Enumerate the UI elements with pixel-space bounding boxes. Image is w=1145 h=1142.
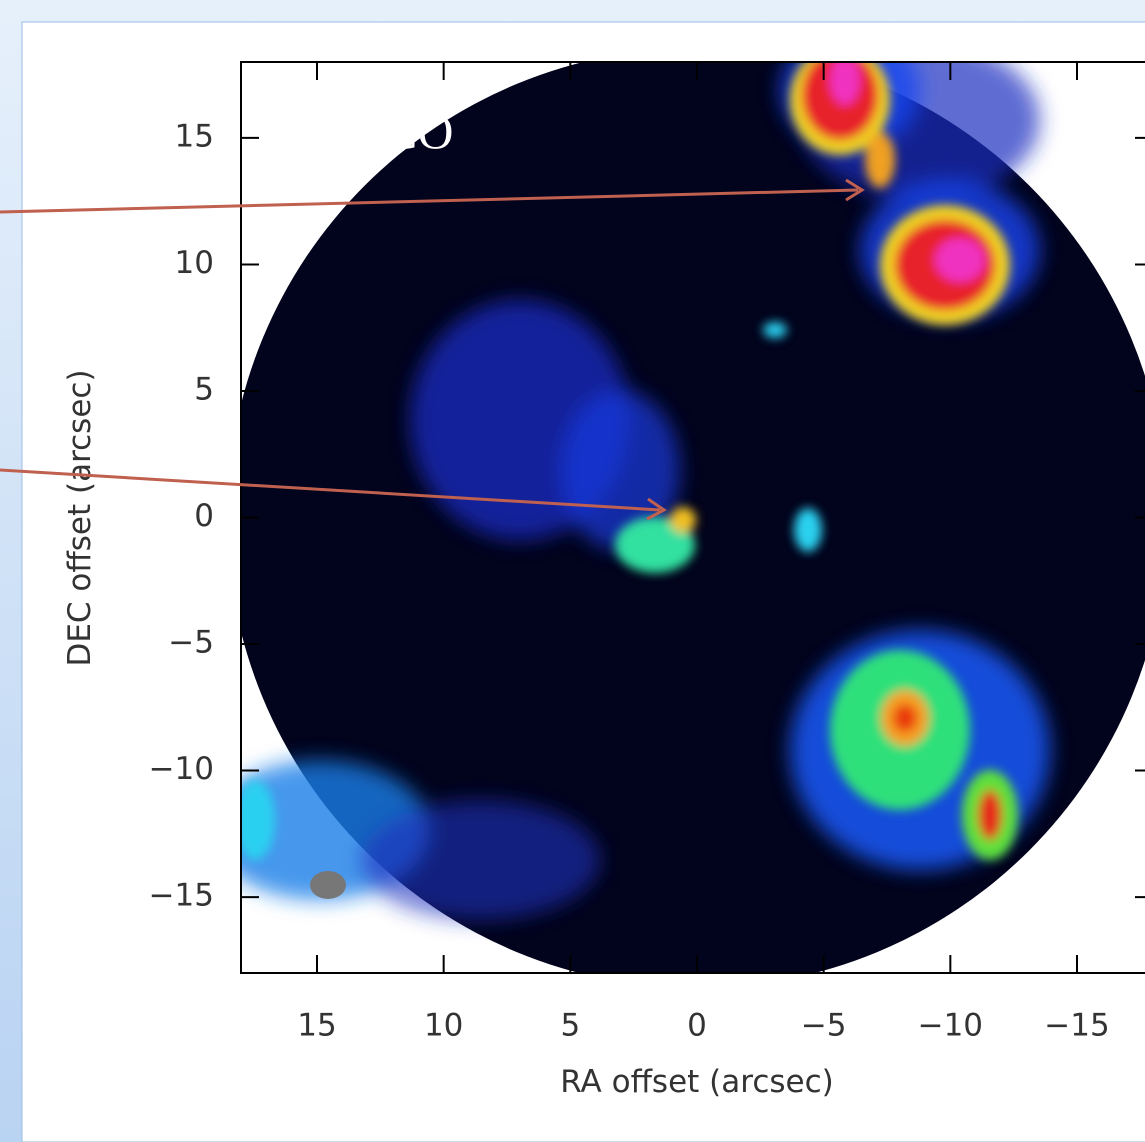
y-tick-label: 0 [194,498,214,534]
x-tick-label: −15 [1044,1008,1109,1044]
y-tick-label: 15 [175,118,214,154]
page: 12CO RA offset (arcsec) DEC offset (arcs… [0,0,1145,1142]
y-axis-label: DEC offset (arcsec) [62,369,98,666]
x-tick-label: 5 [560,1008,580,1044]
beam [310,871,346,899]
x-tick-label: 15 [297,1008,336,1044]
y-tick-label: 5 [194,371,214,407]
x-tick-label: 10 [424,1008,463,1044]
annotation-superscript: 12 [356,106,384,137]
y-tick-label: 10 [175,245,214,281]
y-tick-label: −10 [149,751,214,787]
x-tick-label: −10 [918,1008,983,1044]
y-tick-label: −5 [168,625,214,661]
annotation-text: CO [384,103,453,159]
x-axis-label: RA offset (arcsec) [560,1064,833,1100]
x-tick-label: −5 [801,1008,847,1044]
x-tick-label: 0 [687,1008,707,1044]
slide: 12CO RA offset (arcsec) DEC offset (arcs… [0,0,1145,1142]
y-tick-label: −15 [149,878,214,914]
